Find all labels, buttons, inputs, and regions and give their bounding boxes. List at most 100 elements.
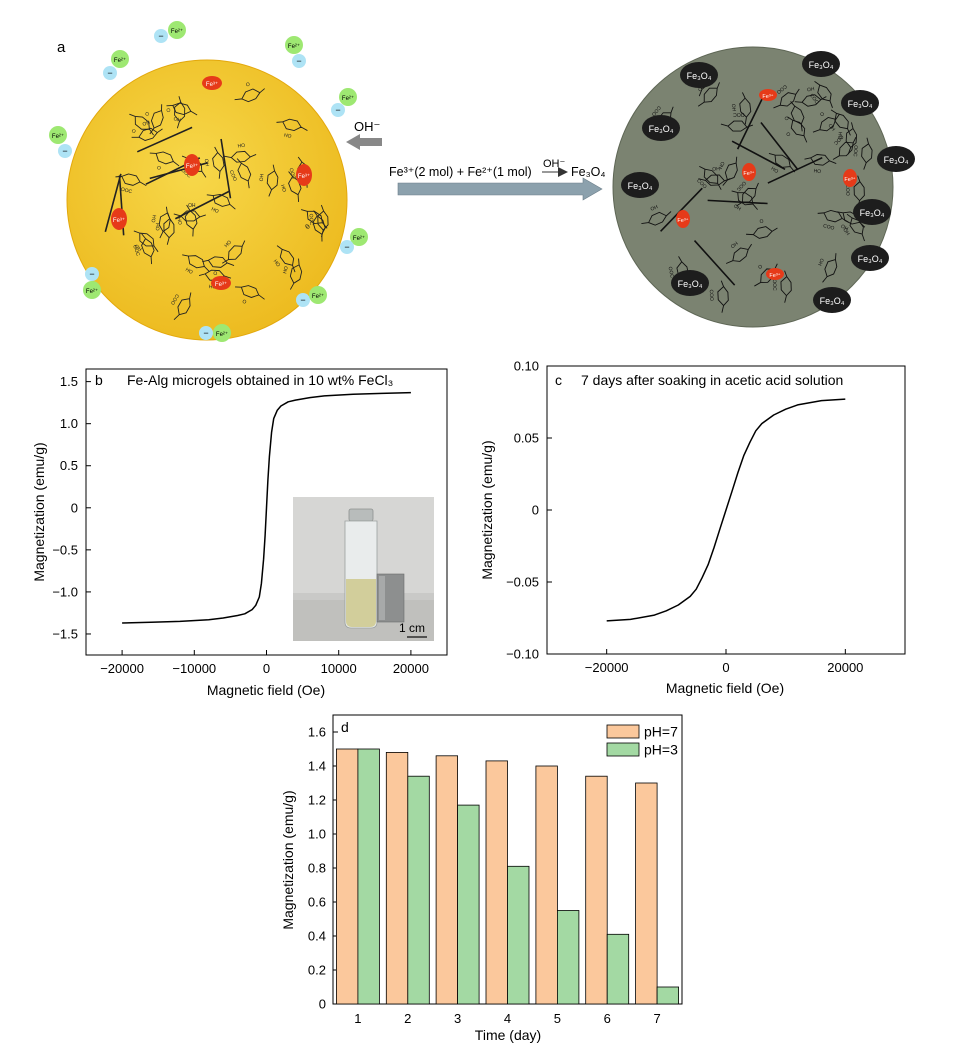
svg-text:−: − — [107, 68, 112, 78]
sugar-ring: O — [746, 217, 778, 239]
legend-label: pH=3 — [644, 742, 678, 758]
svg-text:COO: COO — [650, 104, 662, 117]
chain-backbone — [767, 156, 823, 184]
panel-b-ylabel: Magnetization (emu/g) — [31, 442, 47, 581]
svg-text:O: O — [143, 111, 150, 117]
panel-d-xtick-label: 4 — [504, 1011, 511, 1026]
svg-text:OH: OH — [816, 257, 825, 267]
panel-b-xtick-label: 20000 — [393, 661, 429, 676]
panel-c-ytick-label: 0.05 — [514, 431, 539, 446]
svg-text:O: O — [130, 128, 137, 135]
svg-text:−: − — [62, 146, 67, 156]
svg-text:OH: OH — [173, 116, 182, 124]
svg-text:Fe³⁺: Fe³⁺ — [186, 163, 198, 170]
panel-c: c 7 days after soaking in acetic acid so… — [479, 359, 906, 696]
svg-text:Fe³⁺: Fe³⁺ — [769, 272, 780, 279]
sugar-ring: HO — [198, 269, 232, 290]
sugar-ring: OOC — [131, 233, 155, 265]
svg-text:HO: HO — [729, 240, 739, 249]
svg-text:OH: OH — [841, 227, 850, 237]
bar-pH3-day-7 — [656, 986, 679, 1005]
sugar-ring: O — [812, 110, 840, 133]
fe3-ion: Fe³⁺ — [211, 276, 231, 290]
sugar-ring: HO — [794, 85, 827, 107]
svg-text:OOC: OOC — [733, 111, 745, 117]
svg-text:Fe²⁺: Fe²⁺ — [216, 331, 228, 338]
svg-text:Fe₃O₄: Fe₃O₄ — [848, 99, 873, 109]
sugar-ring: HO — [276, 118, 308, 140]
panel-d-ytick-label: 0.8 — [308, 861, 326, 876]
chain-backbone — [220, 138, 232, 199]
panel-c-xtick-label: −20000 — [585, 660, 629, 675]
bar-pH7-day-6 — [585, 775, 608, 1005]
fe3-ion: Fe³⁺ — [184, 154, 200, 176]
panel-b-xtick-label: −10000 — [172, 661, 216, 676]
svg-text:−: − — [300, 295, 305, 305]
panel-b-ytick-label: −0.5 — [52, 542, 78, 557]
panel-c-ylabel: Magnetization (emu/g) — [479, 440, 495, 579]
svg-text:OOC: OOC — [308, 214, 314, 226]
panel-b: b Fe-Alg microgels obtained in 10 wt% Fe… — [31, 368, 448, 698]
bar-pH3-day-6 — [606, 933, 630, 1005]
svg-text:HO: HO — [209, 284, 217, 290]
panel-d-ylabel: Magnetization (emu/g) — [280, 790, 296, 929]
svg-text:OOC: OOC — [667, 266, 675, 279]
sugar-ring: HO — [641, 203, 672, 226]
chain-backbone — [693, 240, 736, 286]
panel-b-ytick-label: 1.0 — [60, 416, 78, 431]
svg-text:HO: HO — [770, 166, 780, 175]
reaction-catalyst: OH⁻ — [543, 158, 566, 170]
panel-b-ytick-label: −1.5 — [52, 626, 78, 641]
svg-text:O: O — [241, 299, 247, 306]
svg-text:O: O — [304, 224, 311, 230]
sugar-ring: HO — [175, 204, 198, 237]
svg-text:OOC: OOC — [131, 244, 141, 257]
svg-text:Fe₃O₄: Fe₃O₄ — [809, 60, 834, 70]
svg-text:HO: HO — [279, 184, 287, 193]
fe2-ion-pair: Fe²⁺ − — [285, 36, 306, 68]
fe3o4-particle: Fe₃O₄ — [802, 51, 840, 77]
panel-c-axes: −20000 0 20000 0.10 0.05 0 −0.05 −0.10 — [506, 359, 863, 676]
svg-text:−: − — [89, 269, 94, 279]
panel-c-title: 7 days after soaking in acetic acid solu… — [581, 372, 843, 388]
panel-c-curve — [606, 398, 846, 622]
panel-b-ytick-label: −1.0 — [52, 584, 78, 599]
svg-text:COO: COO — [822, 223, 835, 232]
sugar-ring: COO — [817, 209, 849, 232]
fe2-ion-pair: − Fe²⁺ — [154, 21, 186, 43]
vial-photo-inset: 1 cm — [293, 497, 434, 641]
svg-text:Fe³⁺: Fe³⁺ — [215, 281, 227, 288]
svg-text:Fe³⁺: Fe³⁺ — [844, 176, 855, 183]
panel-b-xlabel: Magnetic field (Oe) — [207, 682, 325, 698]
sugar-ring: HO — [131, 119, 163, 141]
svg-text:O: O — [245, 80, 251, 87]
svg-text:Fe₃O₄: Fe₃O₄ — [678, 279, 703, 289]
fe3o4-particle: Fe₃O₄ — [841, 90, 879, 116]
svg-text:OH: OH — [732, 203, 742, 212]
svg-text:COO: COO — [708, 289, 715, 301]
sugar-ring: OOC — [852, 137, 873, 170]
alginate-gel-sphere — [66, 59, 348, 341]
sugar-ring: HO — [257, 164, 279, 197]
svg-text:Fe²⁺: Fe²⁺ — [353, 235, 365, 242]
sugar-ring: O — [782, 101, 805, 132]
svg-text:OOC: OOC — [120, 187, 133, 196]
chain-backbone — [736, 94, 765, 150]
bar-pH3-day-4 — [507, 865, 530, 1005]
svg-text:Fe³⁺: Fe³⁺ — [677, 217, 688, 224]
sugar-ring: HO — [272, 245, 296, 273]
bar-pH7-day-7 — [635, 782, 658, 1005]
fe3-ion: Fe³⁺ — [111, 208, 127, 230]
panel-d-ytick-label: 1.0 — [308, 827, 326, 842]
sugar-ring: O — [143, 104, 164, 135]
svg-text:Fe³⁺: Fe³⁺ — [298, 173, 310, 180]
svg-text:Fe₃O₄: Fe₃O₄ — [649, 124, 674, 134]
panel-d-axes: 0 0.2 0.4 0.6 0.8 1.0 1.2 1.4 1.6 1 2 3 4 5 6 7 — [308, 725, 661, 1027]
chain-backbone — [174, 190, 230, 220]
panel-d-xtick-label: 3 — [454, 1011, 461, 1026]
sugar-ring: HO — [182, 254, 210, 276]
panel-c-ytick-label: 0 — [532, 503, 539, 518]
panel-d-xtick-label: 6 — [604, 1011, 611, 1026]
panel-b-xtick-label: 10000 — [321, 661, 357, 676]
sugar-ring: HO — [150, 206, 171, 239]
